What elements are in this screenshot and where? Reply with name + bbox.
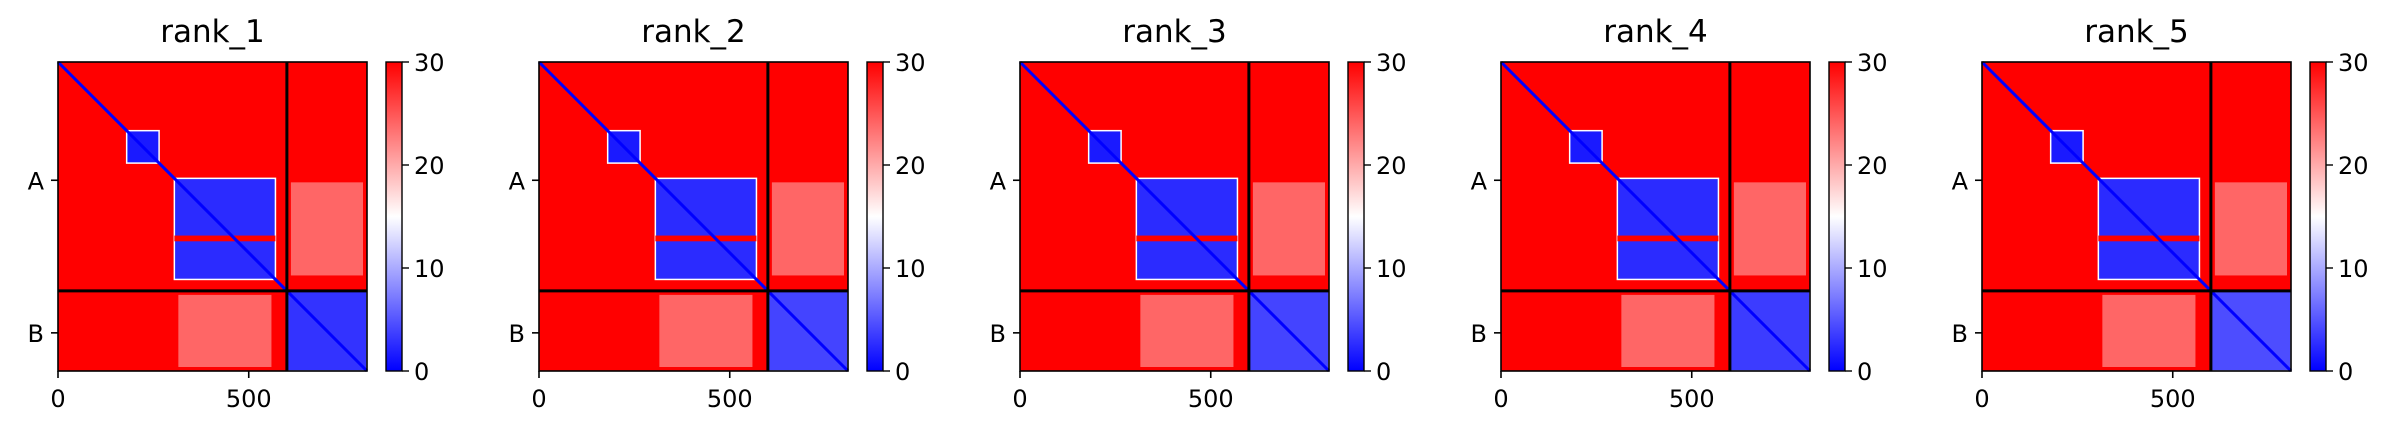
colorbar <box>1347 61 1365 372</box>
inter-chain-block-ba <box>659 294 753 367</box>
colorbar-tick-label: 20 <box>2338 152 2369 180</box>
inter-chain-block-ab <box>1252 182 1325 276</box>
colorbar-tick-label: 0 <box>1857 358 1872 386</box>
inter-chain-block-ba <box>2102 294 2196 367</box>
inter-chain-block-ba <box>178 294 272 367</box>
diagonal-line <box>537 60 850 373</box>
colorbar-tick-label: 10 <box>895 255 926 283</box>
colorbar <box>2309 61 2327 372</box>
colorbar-tick-label: 10 <box>1376 255 1407 283</box>
colorbar-tick-label: 30 <box>1376 49 1407 77</box>
diagonal-line <box>56 60 369 373</box>
inter-chain-block-ab <box>1733 182 1806 276</box>
chart-title: rank_5 <box>2084 14 2189 50</box>
gap-row-1 <box>1136 235 1238 242</box>
x-tick-label: 0 <box>1974 385 1989 413</box>
x-tick-label: 500 <box>226 385 272 413</box>
colorbar-tick-label: 30 <box>2338 49 2369 77</box>
colorbar-tick-label: 30 <box>414 49 445 77</box>
colorbar <box>1828 61 1846 372</box>
x-tick-label: 0 <box>531 385 546 413</box>
heatmap-svg: 0 500 A B 0 10 20 30 <box>1952 49 2369 413</box>
colorbar-tick-label: 20 <box>895 152 926 180</box>
y-tick-label: B <box>1471 320 1487 348</box>
colorbar-tick-label: 10 <box>2338 255 2369 283</box>
colorbar-tick-label: 10 <box>1857 255 1888 283</box>
gap-row-1 <box>2098 235 2200 242</box>
pae-panel-4: rank_4 0 500 A B 0 10 20 30 <box>1443 0 1923 438</box>
pae-panel-3: rank_3 0 500 A B 0 10 20 30 <box>962 0 1442 438</box>
x-tick-label: 500 <box>1669 385 1715 413</box>
gap-row-1 <box>174 235 276 242</box>
x-tick-label: 500 <box>707 385 753 413</box>
diagonal-line <box>1980 60 2293 373</box>
inter-chain-block-ba <box>1621 294 1715 367</box>
gap-row-1 <box>1617 235 1719 242</box>
diagonal-line <box>1499 60 1812 373</box>
inter-chain-block-ab <box>290 182 363 276</box>
heatmap-svg: 0 500 A B 0 10 20 30 <box>509 49 926 413</box>
colorbar-tick-label: 0 <box>1376 358 1391 386</box>
colorbar-tick-label: 10 <box>414 255 445 283</box>
y-tick-label: A <box>990 167 1007 195</box>
y-tick-label: B <box>28 320 44 348</box>
x-tick-label: 0 <box>1493 385 1508 413</box>
y-tick-label: B <box>509 320 525 348</box>
colorbar-tick-label: 0 <box>2338 358 2353 386</box>
colorbar-tick-label: 30 <box>895 49 926 77</box>
axes-frame <box>57 61 368 372</box>
diagonal-line <box>1018 60 1331 373</box>
axes-frame <box>538 61 849 372</box>
colorbar-tick-label: 20 <box>414 152 445 180</box>
inter-chain-block-ba <box>1140 294 1234 367</box>
y-tick-label: B <box>1952 320 1968 348</box>
pae-panel-1: rank_1 0 500 A B 0 10 20 30 <box>0 0 480 438</box>
heatmap-svg: 0 500 A B 0 10 20 30 <box>990 49 1407 413</box>
chart-title: rank_3 <box>1122 14 1227 50</box>
axes-frame <box>1500 61 1811 372</box>
chart-title: rank_1 <box>160 14 265 50</box>
axes-frame <box>1981 61 2292 372</box>
pae-panel-5: rank_5 0 500 A B 0 10 20 30 <box>1924 0 2401 438</box>
gap-row-1 <box>655 235 757 242</box>
heatmap-svg: 0 500 A B 0 10 20 30 <box>28 49 445 413</box>
chart-title: rank_4 <box>1603 14 1708 50</box>
y-tick-label: A <box>1471 167 1488 195</box>
heatmap-svg: 0 500 A B 0 10 20 30 <box>1471 49 1888 413</box>
y-tick-label: A <box>509 167 526 195</box>
inter-chain-block-ab <box>771 182 844 276</box>
colorbar <box>866 61 884 372</box>
colorbar-tick-label: 20 <box>1857 152 1888 180</box>
pae-panel-2: rank_2 0 500 A B 0 10 20 30 <box>481 0 961 438</box>
colorbar-tick-label: 0 <box>414 358 429 386</box>
axes-frame <box>1019 61 1330 372</box>
x-tick-label: 500 <box>2150 385 2196 413</box>
colorbar-tick-label: 0 <box>895 358 910 386</box>
y-tick-label: B <box>990 320 1006 348</box>
x-tick-label: 0 <box>50 385 65 413</box>
x-tick-label: 500 <box>1188 385 1234 413</box>
x-tick-label: 0 <box>1012 385 1027 413</box>
chart-title: rank_2 <box>641 14 746 50</box>
colorbar-tick-label: 30 <box>1857 49 1888 77</box>
inter-chain-block-ab <box>2214 182 2287 276</box>
y-tick-label: A <box>28 167 45 195</box>
colorbar <box>385 61 403 372</box>
colorbar-tick-label: 20 <box>1376 152 1407 180</box>
y-tick-label: A <box>1952 167 1969 195</box>
